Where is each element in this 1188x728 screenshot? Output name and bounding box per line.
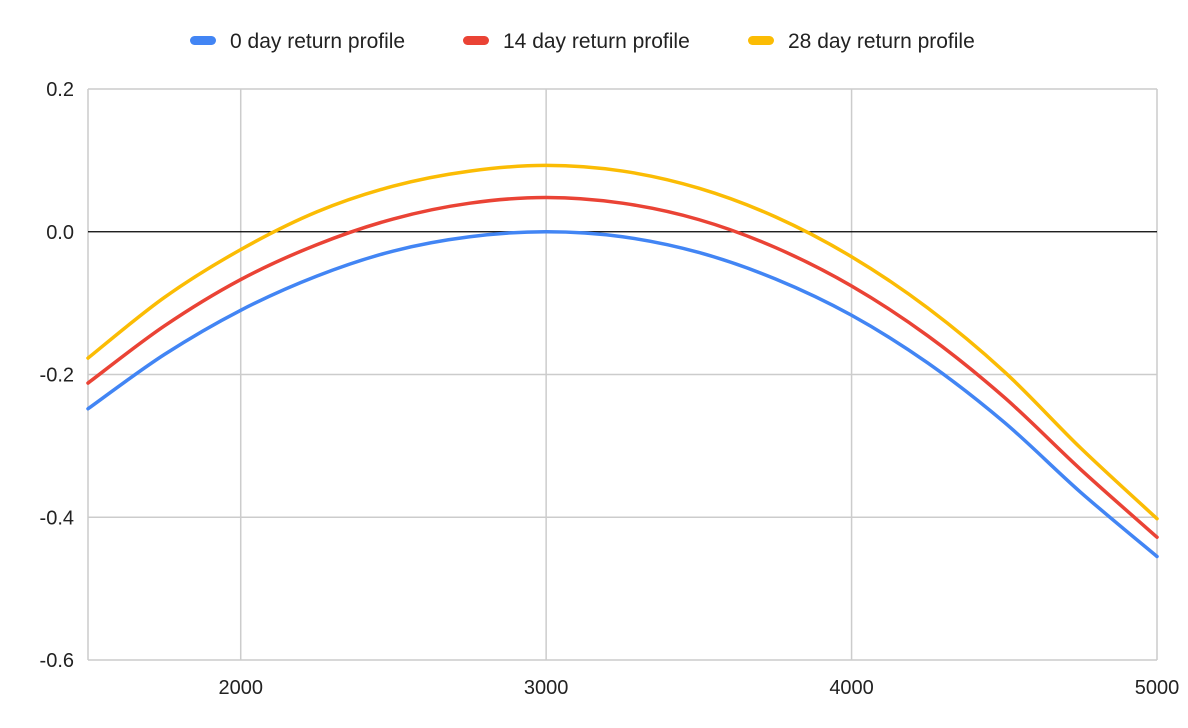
x-tick-label: 4000	[829, 677, 874, 699]
y-tick-label: -0.2	[40, 365, 74, 387]
y-tick-label: 0.0	[46, 222, 74, 244]
legend-label: 28 day return profile	[788, 30, 975, 53]
series-lines	[86, 163, 1159, 559]
legend-item: 28 day return profile	[748, 30, 975, 53]
series-line-0	[86, 230, 1159, 559]
series-line-2	[86, 163, 1159, 521]
legend-item: 0 day return profile	[190, 30, 405, 53]
grid	[87, 88, 1158, 661]
y-tick-label: -0.6	[40, 650, 74, 672]
x-tick-label: 5000	[1135, 677, 1180, 699]
y-tick-label: -0.4	[40, 507, 74, 529]
legend-swatch	[748, 36, 774, 45]
axes: 0.2 0.0 -0.2 -0.4 -0.6 2000 3000 4000 5000	[40, 79, 1180, 699]
legend-swatch	[190, 36, 216, 45]
legend-label: 14 day return profile	[503, 30, 690, 53]
legend: 0 day return profile 14 day return profil…	[190, 30, 975, 53]
legend-label: 0 day return profile	[230, 30, 405, 53]
series-line-1	[86, 195, 1159, 539]
x-tick-label: 3000	[524, 677, 569, 699]
x-tick-label: 2000	[218, 677, 263, 699]
y-tick-label: 0.2	[46, 79, 74, 101]
legend-swatch	[463, 36, 489, 45]
legend-item: 14 day return profile	[463, 30, 690, 53]
